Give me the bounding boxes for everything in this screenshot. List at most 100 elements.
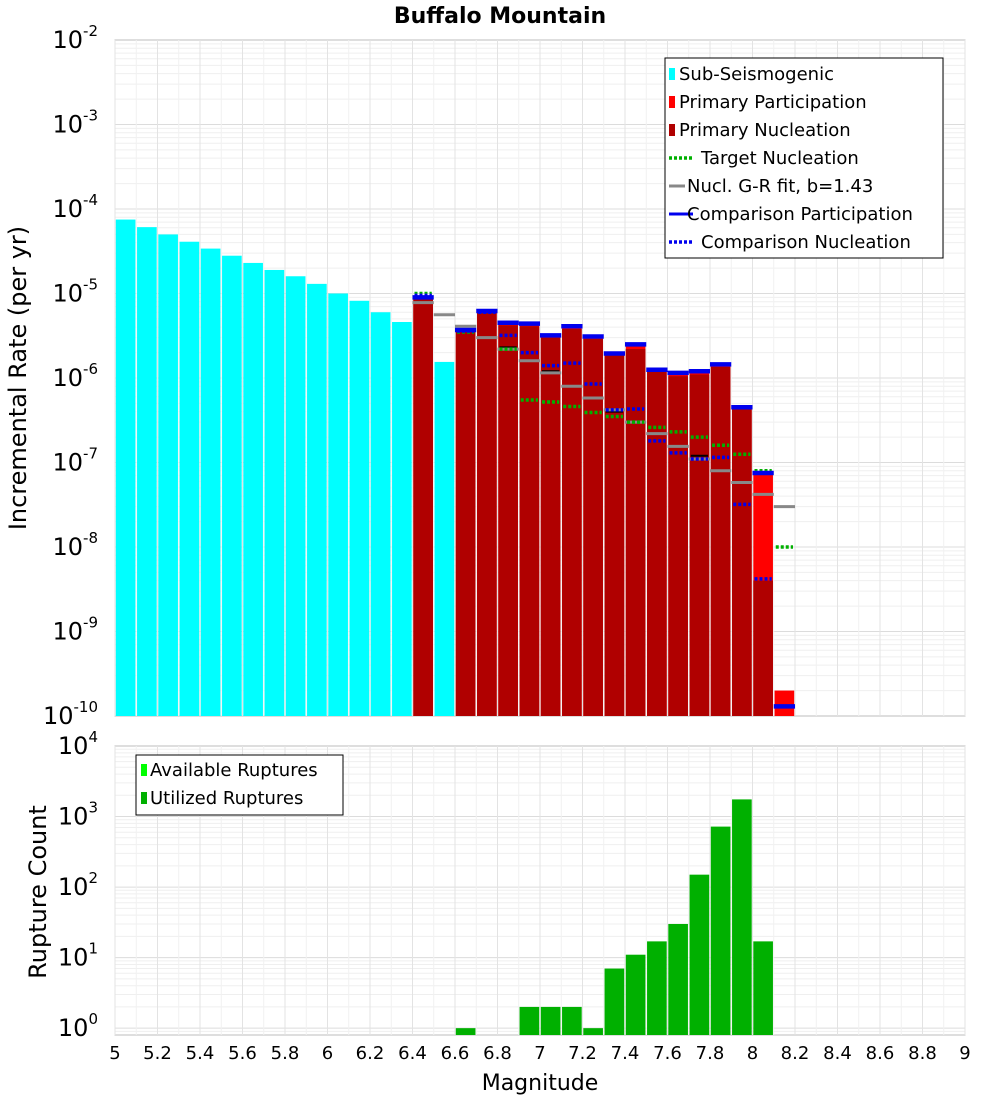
legend-available-ruptures-swatch xyxy=(141,764,147,776)
bar-sub-seismogenic xyxy=(264,269,285,716)
bar-utilized-ruptures xyxy=(689,874,710,1035)
x-tick-label: 5.8 xyxy=(271,1043,300,1064)
x-tick-label: 8 xyxy=(747,1043,758,1064)
bar-sub-seismogenic xyxy=(222,255,242,716)
legend-comparison-participation-label: Comparison Participation xyxy=(687,204,913,225)
bar-sub-seismogenic xyxy=(158,234,178,717)
x-tick-label: 8.2 xyxy=(781,1043,810,1064)
x-tick-label: 6 xyxy=(322,1043,333,1064)
x-tick-label: 9 xyxy=(959,1043,970,1064)
bar-primary-nucleation xyxy=(477,312,497,716)
x-tick-label: 6.6 xyxy=(441,1043,470,1064)
bottom-bars xyxy=(455,799,773,1035)
legend-target-nucleation-label: Target Nucleation xyxy=(700,148,859,169)
bar-sub-seismogenic xyxy=(392,321,412,716)
bar-utilized-ruptures xyxy=(753,941,773,1035)
bar-primary-nucleation xyxy=(625,349,646,716)
bar-sub-seismogenic xyxy=(307,283,327,716)
legend-available-ruptures-label: Available Ruptures xyxy=(150,760,318,781)
y-tick-label: 102 xyxy=(58,869,98,901)
x-tick-label: 7 xyxy=(534,1043,545,1064)
y-tick-label: 10-5 xyxy=(52,276,98,308)
bar-sub-seismogenic xyxy=(328,293,348,716)
top-bars xyxy=(115,219,795,717)
bar-primary-nucleation xyxy=(519,326,540,716)
bar-primary-nucleation xyxy=(583,338,603,716)
x-tick-label: 7.4 xyxy=(611,1043,640,1064)
legend-utilized-ruptures-label: Utilized Ruptures xyxy=(150,788,303,809)
bar-sub-seismogenic xyxy=(200,248,221,716)
y-tick-label: 10-4 xyxy=(52,191,98,223)
bottom-y-axis-label: Rupture Count xyxy=(24,805,52,979)
chart-title: Buffalo Mountain xyxy=(394,4,606,29)
bar-utilized-ruptures xyxy=(625,954,646,1035)
bar-utilized-ruptures xyxy=(604,968,625,1035)
y-tick-label: 10-8 xyxy=(52,529,98,561)
x-tick-label: 8.4 xyxy=(823,1043,852,1064)
x-tick-label: 6.2 xyxy=(356,1043,385,1064)
x-tick-label: 5.6 xyxy=(228,1043,257,1064)
y-tick-label: 10-7 xyxy=(52,445,98,477)
bottom-legend: Available Ruptures Utilized Ruptures xyxy=(135,754,344,816)
x-tick-label: 6.8 xyxy=(483,1043,512,1064)
y-tick-label: 10-3 xyxy=(52,107,98,139)
x-tick-label: 5.2 xyxy=(143,1043,172,1064)
bar-primary-nucleation xyxy=(732,408,752,716)
bar-sub-seismogenic xyxy=(434,361,455,716)
bar-primary-nucleation xyxy=(455,332,476,716)
bar-sub-seismogenic xyxy=(179,241,200,716)
legend-primary-participation-swatch xyxy=(669,96,675,108)
x-tick-label: 8.8 xyxy=(908,1043,937,1064)
bar-primary-nucleation xyxy=(540,337,561,716)
x-tick-label: 5.4 xyxy=(186,1043,215,1064)
legend-primary-participation-label: Primary Participation xyxy=(679,92,867,113)
y-tick-label: 10-6 xyxy=(52,360,98,392)
bar-sub-seismogenic xyxy=(137,227,157,716)
y-tick-label: 10-10 xyxy=(43,698,98,730)
bottom-y-ticks: 104 103 102 101 100 xyxy=(58,728,98,1042)
top-y-axis-label: Incremental Rate (per yr) xyxy=(4,226,32,530)
y-tick-label: 100 xyxy=(58,1010,98,1042)
bar-utilized-ruptures xyxy=(583,1028,603,1035)
bar-utilized-ruptures xyxy=(519,1006,540,1035)
bar-utilized-ruptures xyxy=(540,1006,561,1035)
top-panel: 10-2 10-3 10-4 10-5 10-6 10-7 10-8 10-9 10-10 In… xyxy=(4,22,966,730)
top-legend: Sub-Seismogenic Primary Participation Prim… xyxy=(664,57,944,259)
legend-box xyxy=(664,57,944,259)
y-tick-label: 10-9 xyxy=(52,614,98,646)
x-tick-label: 7.6 xyxy=(653,1043,682,1064)
y-tick-label: 101 xyxy=(58,940,98,972)
bar-utilized-ruptures xyxy=(710,826,731,1035)
bar-utilized-ruptures xyxy=(732,799,752,1035)
x-tick-label: 7.8 xyxy=(696,1043,725,1064)
top-lines xyxy=(412,291,795,709)
x-tick-label: 7.2 xyxy=(568,1043,597,1064)
bar-utilized-ruptures xyxy=(647,941,667,1035)
bar-primary-nucleation xyxy=(668,376,688,716)
bar-primary-nucleation xyxy=(413,299,433,716)
legend-nucl-g-r-fit-b-1-43-label: Nucl. G-R fit, b=1.43 xyxy=(687,176,873,197)
bar-primary-nucleation xyxy=(689,374,710,716)
x-tick-label: 5 xyxy=(109,1043,120,1064)
y-tick-label: 104 xyxy=(58,728,98,760)
legend-box xyxy=(135,754,344,816)
bar-primary-nucleation xyxy=(498,325,518,716)
bar-utilized-ruptures xyxy=(455,1028,476,1035)
legend-primary-nucleation-swatch xyxy=(669,124,675,136)
bar-primary-nucleation xyxy=(562,329,582,716)
x-ticks: 5 5.2 5.4 5.6 5.8 6 6.2 6.4 6.6 6.8 7 7.2 7.4 7.6 7.8 8… xyxy=(109,1043,970,1064)
bar-sub-seismogenic xyxy=(115,219,136,717)
bar-primary-nucleation xyxy=(604,354,625,716)
top-y-ticks: 10-2 10-3 10-4 10-5 10-6 10-7 10-8 10-9 10-10 xyxy=(43,22,98,730)
x-axis-label: Magnitude xyxy=(482,1071,599,1096)
legend-sub-seismogenic-label: Sub-Seismogenic xyxy=(679,64,834,85)
bar-primary-nucleation xyxy=(753,580,773,716)
bar-primary-nucleation xyxy=(710,366,731,716)
bar-sub-seismogenic xyxy=(243,262,263,716)
bar-utilized-ruptures xyxy=(668,923,688,1035)
bar-sub-seismogenic xyxy=(285,276,306,716)
bar-primary-nucleation xyxy=(647,371,667,716)
legend-utilized-ruptures-swatch xyxy=(141,792,147,804)
bar-utilized-ruptures xyxy=(562,1006,582,1035)
